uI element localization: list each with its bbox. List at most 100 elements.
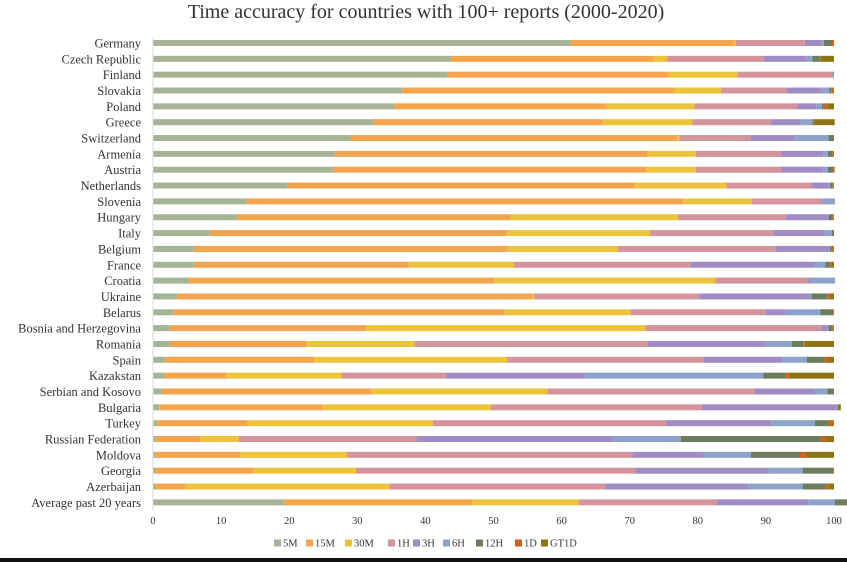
bar-segment-30m — [366, 325, 646, 332]
bar-segment-5m — [153, 388, 162, 395]
bar-segment-1d — [785, 372, 790, 379]
bar-segment-1h — [695, 166, 781, 173]
bar-segment-15m — [155, 436, 201, 442]
bar-segment-1h — [630, 309, 766, 316]
x-tick-label: 30 — [352, 516, 363, 527]
bar-segment-3h — [750, 135, 796, 142]
bar-segment-6h — [748, 483, 803, 490]
bar-segment-15m — [287, 182, 635, 189]
bar-segment-6h — [824, 230, 832, 237]
legend-label-6h: 6H — [452, 539, 465, 550]
bar-segment-1h — [507, 356, 704, 363]
bar-segment-gt1d — [804, 340, 834, 347]
bar-segment-3h — [785, 214, 828, 221]
bar-segment-1d — [832, 214, 834, 221]
bar-segment-12h — [837, 404, 839, 411]
bar-segment-6h — [771, 420, 815, 427]
bar-segment-30m — [507, 230, 651, 237]
bar-segment-15m — [188, 277, 495, 284]
x-tick-label: 80 — [693, 516, 704, 527]
bar-segment-12h — [812, 55, 820, 62]
bar-segment-3h — [754, 388, 815, 395]
category-label: Germany — [94, 37, 141, 51]
bar-segment-15m — [447, 71, 669, 78]
bar-segment-5m — [153, 340, 171, 347]
bar-segment-3h — [690, 261, 815, 268]
bar-segment-1h — [692, 119, 771, 126]
bar-segment-3h — [605, 483, 749, 490]
bar-segment-1h — [355, 467, 636, 474]
bar-segment-3h — [786, 87, 822, 94]
category-label: Russian Federation — [45, 433, 142, 447]
bar-segment-30m — [646, 166, 696, 173]
bar-segment-15m — [333, 166, 647, 173]
category-label: Georgia — [101, 464, 141, 478]
bar-segment-12h — [834, 277, 835, 284]
bar-segment-5m — [153, 230, 210, 237]
bar-segment-15m — [350, 135, 678, 142]
bar-segment-3h — [831, 71, 833, 78]
bar-segment-5m — [153, 451, 156, 458]
bar-segment-15m — [334, 150, 648, 157]
bar-segment-3h — [666, 420, 772, 427]
bar-segment-6h — [823, 166, 828, 173]
bar-segment-1h — [720, 87, 787, 94]
bar-segment-3h — [416, 436, 613, 442]
bar-segment-gt1d — [828, 356, 834, 363]
bar-segment-1h — [737, 71, 832, 78]
x-tick-label: 0 — [150, 516, 155, 527]
bar-segment-12h — [802, 467, 834, 474]
x-tick-label: 60 — [556, 516, 567, 527]
bar-segment-6h — [810, 277, 834, 284]
bar-segment-3h — [773, 230, 825, 237]
category-label: Slovenia — [97, 195, 141, 209]
bar-segment-12h — [811, 293, 828, 300]
bar-segment-gt1d — [833, 420, 834, 427]
x-tick-label: 90 — [761, 516, 772, 527]
bar-segment-1h — [751, 198, 822, 205]
bar-segment-1h — [432, 420, 667, 427]
category-label: Bosnia and Herzegovina — [18, 322, 141, 336]
bar-segment-5m — [153, 103, 395, 110]
bar-segment-1d — [833, 309, 834, 316]
x-tick-label: 50 — [488, 516, 499, 527]
bar-segment-5m — [153, 261, 194, 268]
bar-segment-5m — [153, 436, 156, 442]
bar-segment-15m — [159, 404, 323, 411]
bar-segment-5m — [153, 372, 164, 379]
category-label: Croatia — [104, 274, 141, 288]
bar-segment-1h — [578, 499, 717, 506]
category-label: Hungary — [97, 211, 141, 225]
bar-segment-12h — [834, 198, 835, 205]
category-label: Poland — [106, 100, 141, 114]
bar-segment-5m — [153, 467, 156, 474]
bar-segment-1d — [831, 245, 834, 252]
bar-segment-5m — [153, 87, 403, 94]
bar-segment-gt1d — [833, 325, 834, 332]
bar-segment-6h — [823, 150, 828, 157]
bar-segment-6h — [814, 388, 828, 395]
category-label: Italy — [118, 227, 142, 241]
legend-label-15m: 15M — [315, 539, 336, 550]
bar-segment-5m — [153, 325, 171, 332]
legend-swatch-6h — [443, 539, 450, 547]
bar-segment-1h — [645, 325, 822, 332]
category-label: Belgium — [98, 242, 141, 256]
bar-segment-5m — [153, 55, 451, 62]
legend-label-3h: 3H — [422, 539, 435, 550]
bar-segment-1h — [650, 230, 774, 237]
bar-segment-6h — [795, 135, 829, 142]
bar-segment-6h — [821, 40, 824, 46]
legend-label-1d: 1D — [524, 539, 537, 550]
bar-segment-12h — [791, 340, 804, 347]
bar-segment-6h — [814, 261, 826, 268]
bar-segment-12h — [806, 356, 825, 363]
legend-label-5m: 5M — [283, 539, 298, 550]
bar-segment-12h — [802, 483, 826, 490]
bar-segment-6h — [785, 309, 821, 316]
bar-segment-1d — [803, 340, 805, 347]
category-label: Armenia — [97, 147, 141, 161]
x-tick-label: 20 — [284, 516, 295, 527]
